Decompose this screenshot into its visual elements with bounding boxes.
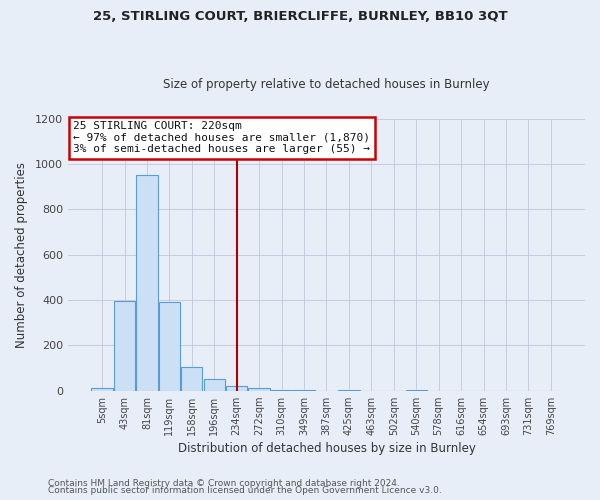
Bar xyxy=(203,380,225,390)
X-axis label: Distribution of detached houses by size in Burnley: Distribution of detached houses by size … xyxy=(178,442,475,455)
Title: Size of property relative to detached houses in Burnley: Size of property relative to detached ho… xyxy=(163,78,490,91)
Bar xyxy=(248,388,270,390)
Text: 25 STIRLING COURT: 220sqm
← 97% of detached houses are smaller (1,870)
3% of sem: 25 STIRLING COURT: 220sqm ← 97% of detac… xyxy=(73,122,370,154)
Bar xyxy=(114,301,135,390)
Bar xyxy=(136,176,158,390)
Bar xyxy=(181,367,202,390)
Text: 25, STIRLING COURT, BRIERCLIFFE, BURNLEY, BB10 3QT: 25, STIRLING COURT, BRIERCLIFFE, BURNLEY… xyxy=(92,10,508,23)
Bar xyxy=(226,386,247,390)
Bar xyxy=(91,388,113,390)
Y-axis label: Number of detached properties: Number of detached properties xyxy=(15,162,28,348)
Text: Contains public sector information licensed under the Open Government Licence v3: Contains public sector information licen… xyxy=(48,486,442,495)
Text: Contains HM Land Registry data © Crown copyright and database right 2024.: Contains HM Land Registry data © Crown c… xyxy=(48,478,400,488)
Bar xyxy=(159,302,180,390)
